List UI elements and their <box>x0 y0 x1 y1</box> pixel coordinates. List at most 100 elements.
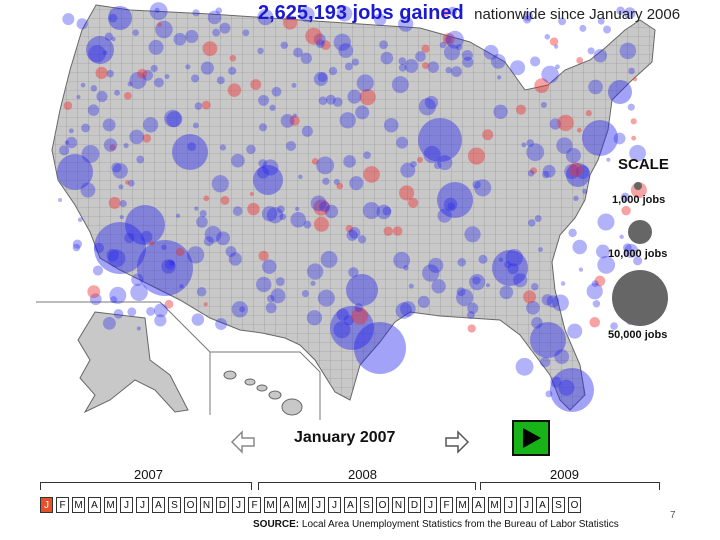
job-bubble <box>253 165 283 195</box>
month-cell[interactable]: A <box>344 497 357 513</box>
job-bubble <box>404 58 419 73</box>
month-cell[interactable]: M <box>488 497 501 513</box>
job-bubble <box>261 206 278 222</box>
month-cell[interactable]: O <box>184 497 197 513</box>
job-bubble <box>497 75 502 80</box>
month-cell[interactable]: J <box>232 497 245 513</box>
job-bubble <box>403 265 409 271</box>
job-bubble <box>621 205 631 216</box>
month-cell[interactable]: A <box>88 497 101 513</box>
month-cell[interactable]: F <box>56 497 69 513</box>
job-bubble <box>191 74 200 83</box>
job-bubble <box>232 206 243 216</box>
job-bubble <box>127 307 137 317</box>
job-bubble <box>554 349 570 365</box>
job-bubble <box>339 112 356 129</box>
job-bubble <box>142 117 159 133</box>
job-bubble <box>325 94 336 105</box>
month-cell[interactable]: M <box>264 497 277 513</box>
job-bubble <box>393 251 411 269</box>
month-cell[interactable]: N <box>200 497 213 513</box>
job-bubble <box>550 368 594 412</box>
job-bubble <box>542 164 556 178</box>
month-cell[interactable]: S <box>168 497 181 513</box>
scale-label-10000: 10,000 jobs <box>608 248 668 260</box>
left-arrow-icon <box>230 430 255 454</box>
month-cell[interactable]: A <box>152 497 165 513</box>
month-cell[interactable]: J <box>520 497 533 513</box>
job-bubble <box>315 39 325 49</box>
job-bubble <box>86 36 114 64</box>
job-bubble <box>119 200 127 208</box>
job-bubble <box>442 32 455 46</box>
job-bubble <box>526 300 540 315</box>
month-cell[interactable]: M <box>456 497 469 513</box>
month-cell[interactable]: O <box>568 497 581 513</box>
month-cell[interactable]: J <box>504 497 517 513</box>
job-bubble <box>505 248 524 267</box>
job-bubble <box>483 44 499 60</box>
previous-month-button[interactable] <box>230 430 256 454</box>
month-cell[interactable]: F <box>440 497 453 513</box>
month-cell[interactable]: J <box>312 497 325 513</box>
month-cell[interactable]: M <box>72 497 85 513</box>
job-bubble <box>127 81 133 87</box>
job-bubble <box>391 76 409 94</box>
job-bubble <box>582 120 618 156</box>
month-cell[interactable]: A <box>536 497 549 513</box>
job-bubble <box>172 134 208 170</box>
job-bubble <box>461 49 473 61</box>
job-bubble <box>344 62 353 71</box>
job-bubble <box>262 159 279 176</box>
job-bubble <box>376 204 392 220</box>
job-bubble <box>313 71 328 86</box>
month-cell[interactable]: D <box>216 497 229 513</box>
job-bubble <box>523 290 537 304</box>
job-bubble <box>346 229 358 241</box>
month-cell[interactable]: J <box>120 497 133 513</box>
month-cell[interactable]: J <box>328 497 341 513</box>
job-bubble <box>507 263 519 275</box>
month-cell[interactable]: J <box>424 497 437 513</box>
play-button[interactable] <box>512 420 550 456</box>
job-bubble <box>408 283 414 289</box>
job-bubble <box>324 204 339 219</box>
job-bubble <box>65 136 78 149</box>
headline: 2,625,193 jobs gained nationwide since J… <box>258 2 680 25</box>
job-bubble <box>492 250 528 286</box>
month-cell[interactable]: M <box>104 497 117 513</box>
month-cell[interactable]: M <box>296 497 309 513</box>
jobs-gained-count: 2,625,193 jobs gained <box>258 2 464 24</box>
job-bubble <box>320 40 331 51</box>
month-cell[interactable]: A <box>280 497 293 513</box>
job-bubble <box>472 276 481 285</box>
job-bubble <box>540 101 547 108</box>
job-bubble <box>279 213 287 221</box>
job-bubble <box>531 317 543 329</box>
month-cell[interactable]: J <box>40 497 53 513</box>
job-bubble <box>349 176 364 191</box>
job-bubble <box>298 174 303 180</box>
month-cell[interactable]: J <box>136 497 149 513</box>
next-month-button[interactable] <box>444 430 470 454</box>
job-bubble <box>623 243 632 252</box>
job-bubble <box>444 36 452 44</box>
month-cell[interactable]: O <box>376 497 389 513</box>
job-bubble <box>136 326 141 331</box>
job-bubble <box>109 144 116 151</box>
month-cell[interactable]: S <box>360 497 373 513</box>
month-cell[interactable]: F <box>248 497 261 513</box>
month-cell[interactable]: A <box>472 497 485 513</box>
job-bubble <box>585 110 592 117</box>
job-bubble <box>291 82 297 88</box>
job-bubble <box>333 178 340 185</box>
month-cell[interactable]: N <box>392 497 405 513</box>
job-bubble <box>227 83 242 97</box>
scale-circle-medium <box>628 220 652 244</box>
month-cell[interactable]: S <box>552 497 565 513</box>
month-cell[interactable]: D <box>408 497 421 513</box>
scale-label-50000: 50,000 jobs <box>608 329 668 341</box>
job-bubble <box>306 310 323 326</box>
job-bubble <box>107 249 126 268</box>
job-bubble <box>333 321 351 339</box>
